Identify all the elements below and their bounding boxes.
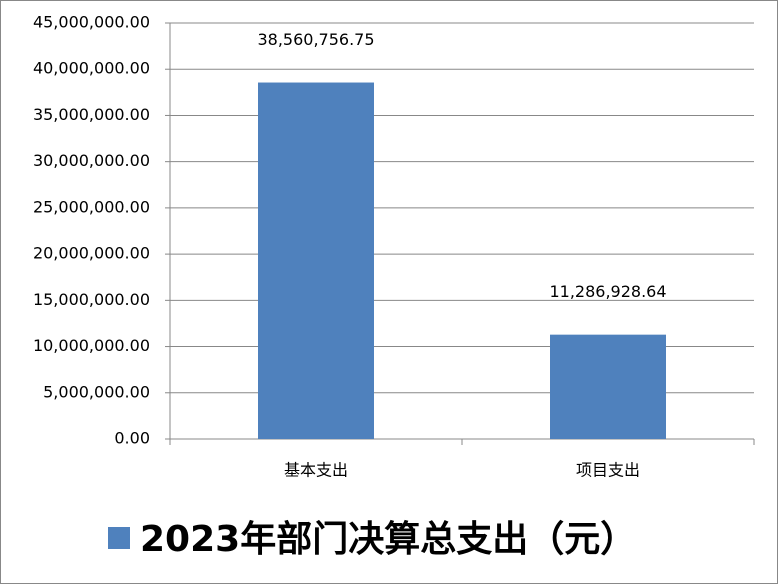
value-label: 11,286,928.64 (549, 282, 666, 301)
bar (550, 334, 666, 439)
x-tick-label: 基本支出 (284, 461, 348, 480)
y-tick-label: 40,000,000.00 (33, 59, 150, 78)
bar (258, 82, 374, 440)
legend-swatch (108, 527, 130, 549)
x-tick-label: 项目支出 (576, 461, 640, 480)
y-tick-label: 10,000,000.00 (33, 336, 150, 355)
y-tick-label: 45,000,000.00 (33, 13, 150, 32)
y-tick-label: 5,000,000.00 (43, 382, 150, 401)
y-tick-label: 20,000,000.00 (33, 244, 150, 263)
legend-label: 2023年部门决算总支出（元） (140, 519, 636, 560)
y-tick-label: 15,000,000.00 (33, 290, 150, 309)
y-tick-label: 35,000,000.00 (33, 105, 150, 124)
y-tick-label: 25,000,000.00 (33, 197, 150, 216)
y-tick-label: 30,000,000.00 (33, 151, 150, 170)
value-label: 38,560,756.75 (257, 30, 374, 49)
y-tick-label: 0.00 (114, 429, 150, 448)
